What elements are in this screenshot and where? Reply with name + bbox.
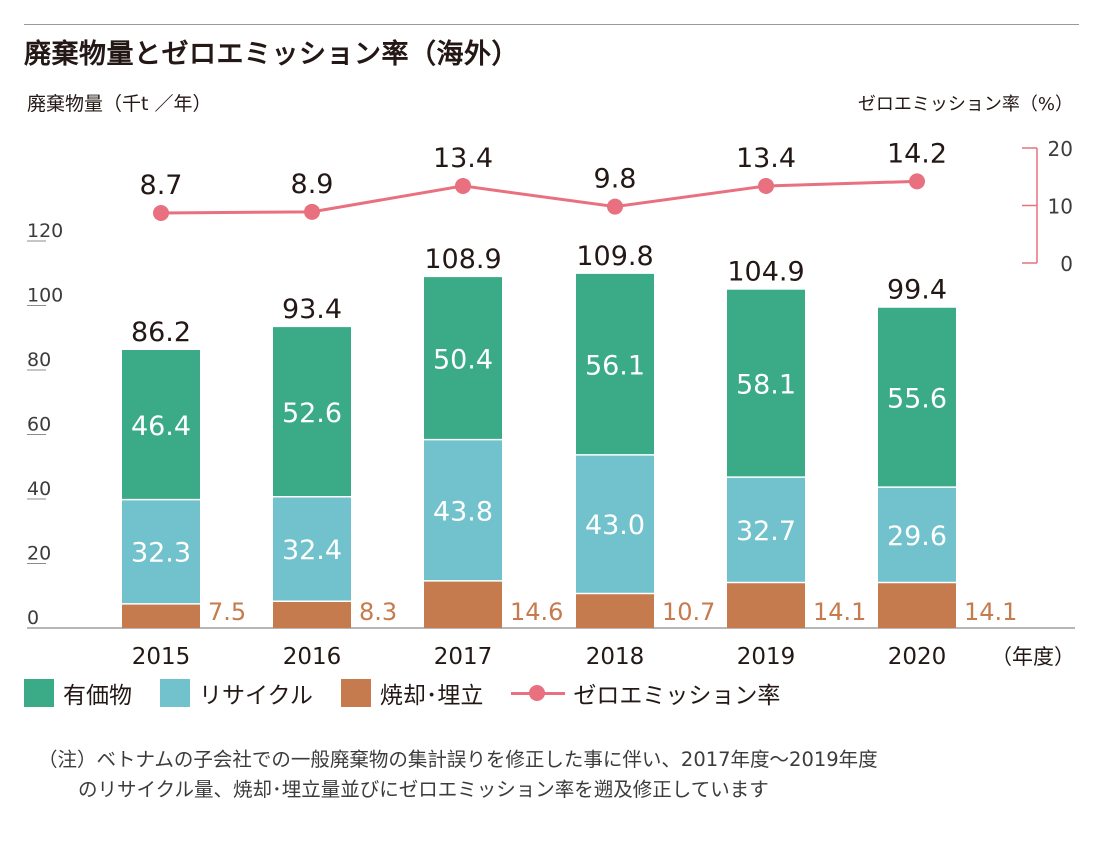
bar-value-label: 50.4 bbox=[433, 344, 493, 375]
y2-tick-label: 20 bbox=[1048, 137, 1073, 161]
legend-label-valuables: 有価物 bbox=[63, 683, 132, 709]
zero-emission-point bbox=[153, 204, 169, 221]
zero-emission-label: 8.9 bbox=[291, 169, 334, 200]
zero-emission-point bbox=[304, 203, 320, 220]
bar-segment bbox=[727, 477, 805, 583]
bar-segment bbox=[727, 582, 805, 628]
y-axis-title: 廃棄物量（千t ／年） bbox=[27, 93, 212, 115]
legend-label-zero-emission: ゼロエミッション率 bbox=[573, 683, 781, 709]
bottom-value-label: 14.1 bbox=[964, 598, 1017, 626]
zero-emission-point bbox=[909, 173, 925, 190]
zero-emission-point bbox=[758, 177, 774, 194]
bar-value-label: 43.0 bbox=[585, 510, 645, 541]
bottom-value-label: 8.3 bbox=[359, 598, 397, 626]
zero-emission-label: 8.7 bbox=[140, 170, 183, 201]
bar-segment bbox=[122, 603, 200, 628]
bar-value-label: 32.4 bbox=[282, 535, 342, 566]
footnote-line-1: （注）ベトナムの子会社での一般廃棄物の集計誤りを修正した事に伴い、2017年度～… bbox=[38, 748, 878, 771]
brown-square-icon bbox=[340, 679, 371, 707]
bar-segment bbox=[273, 601, 351, 628]
total-label: 93.4 bbox=[282, 294, 342, 325]
legend-label-incineration: 焼却･埋立 bbox=[379, 683, 484, 709]
bar-segment bbox=[576, 273, 654, 455]
bar-segment bbox=[273, 496, 351, 602]
bar-segment bbox=[727, 289, 805, 478]
bar-segment bbox=[424, 277, 502, 440]
x-tick-label: 2015 bbox=[132, 644, 191, 670]
bottom-value-label: 14.6 bbox=[510, 598, 563, 626]
bar-segment bbox=[878, 582, 956, 628]
y2-axis-title: ゼロエミッション率（%） bbox=[858, 94, 1073, 115]
zero-emission-point bbox=[455, 177, 471, 194]
y-tick-label: 120 bbox=[27, 220, 63, 242]
legend-item-zero-emission: ゼロエミッション率 bbox=[511, 676, 780, 710]
y-tick-label: 100 bbox=[27, 285, 63, 307]
x-tick-label: 2019 bbox=[737, 644, 796, 670]
x-tick-label: 2017 bbox=[434, 644, 493, 670]
top-rule bbox=[24, 24, 1079, 25]
bar-segment bbox=[576, 454, 654, 594]
bar-segment bbox=[878, 487, 956, 583]
bottom-value-label: 14.1 bbox=[813, 598, 866, 626]
bar-value-label: 58.1 bbox=[736, 369, 796, 400]
total-label: 86.2 bbox=[131, 317, 191, 348]
bottom-value-label: 10.7 bbox=[662, 598, 715, 626]
total-label: 108.9 bbox=[424, 244, 501, 275]
bar-segment bbox=[122, 350, 200, 500]
bar-value-label: 55.6 bbox=[887, 383, 947, 414]
footnote-line-2: のリサイクル量、焼却･埋立量並びにゼロエミッション率を遡及修正しています bbox=[78, 778, 769, 801]
y-tick-label: 80 bbox=[27, 349, 51, 371]
y-tick-label: 0 bbox=[27, 607, 39, 629]
y-tick-label: 20 bbox=[27, 543, 51, 565]
y2-tick-label: 0 bbox=[1060, 252, 1073, 276]
line-marker-icon bbox=[511, 683, 566, 703]
bar-value-label: 46.4 bbox=[131, 411, 191, 442]
bottom-value-label: 7.5 bbox=[208, 598, 246, 626]
bar-value-label: 32.7 bbox=[736, 516, 796, 547]
green-square-icon bbox=[24, 679, 54, 707]
total-label: 99.4 bbox=[887, 274, 947, 305]
bar-value-label: 43.8 bbox=[433, 496, 493, 527]
bar-segment bbox=[878, 307, 956, 488]
zero-emission-label: 9.8 bbox=[594, 164, 637, 195]
y-tick-label: 60 bbox=[27, 414, 51, 436]
zero-emission-label: 14.2 bbox=[887, 138, 947, 169]
legend-label-recycle: リサイクル bbox=[199, 683, 313, 709]
legend-item-recycle: リサイクル bbox=[160, 676, 313, 710]
bar-segment bbox=[273, 327, 351, 497]
bar-value-label: 29.6 bbox=[887, 521, 947, 552]
legend: 有価物 リサイクル 焼却･埋立 ゼロエミッション率 bbox=[24, 676, 808, 710]
chart-title: 廃棄物量とゼロエミッション率（海外） bbox=[24, 39, 519, 70]
y2-tick-label: 10 bbox=[1048, 195, 1073, 219]
bar-segment bbox=[122, 499, 200, 604]
bar-value-label: 52.6 bbox=[282, 398, 342, 429]
x-axis-title: （年度） bbox=[991, 645, 1075, 669]
cyan-square-icon bbox=[160, 679, 190, 707]
bar-segment bbox=[424, 439, 502, 581]
bar-value-label: 56.1 bbox=[585, 350, 645, 381]
zero-emission-label: 13.4 bbox=[736, 143, 796, 174]
legend-item-incineration: 焼却･埋立 bbox=[340, 676, 484, 710]
zero-emission-label: 13.4 bbox=[433, 143, 493, 174]
x-tick-label: 2016 bbox=[283, 644, 342, 670]
bar-segment bbox=[576, 593, 654, 628]
x-tick-label: 2020 bbox=[888, 644, 947, 670]
x-tick-label: 2018 bbox=[586, 644, 645, 670]
bar-segment bbox=[424, 580, 502, 628]
bar-value-label: 32.3 bbox=[131, 538, 191, 569]
zero-emission-point bbox=[607, 198, 623, 215]
total-label: 104.9 bbox=[727, 257, 804, 288]
legend-item-valuables: 有価物 bbox=[24, 676, 132, 710]
total-label: 109.8 bbox=[576, 241, 653, 272]
y-tick-label: 40 bbox=[27, 478, 51, 500]
footnote: （注）ベトナムの子会社での一般廃棄物の集計誤りを修正した事に伴い、2017年度～… bbox=[38, 745, 878, 805]
zero-emission-line bbox=[160, 179, 918, 215]
